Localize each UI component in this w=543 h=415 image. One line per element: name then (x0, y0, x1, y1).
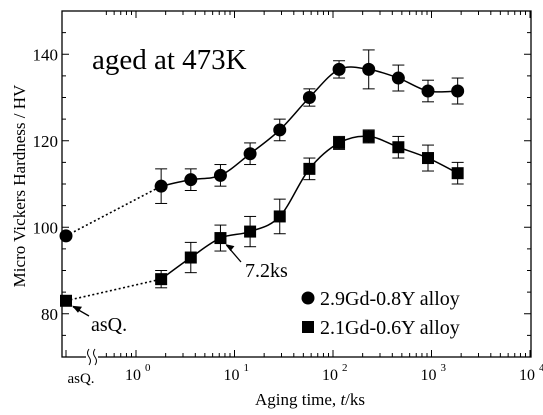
data-point (391, 71, 405, 85)
x-tick-label: 10 (421, 367, 437, 384)
data-point (421, 84, 435, 98)
annotation-7-2ks: 7.2ks (245, 260, 288, 282)
data-point (302, 91, 316, 104)
y-axis-label: Micro Vickers Hardness / HV (10, 84, 29, 287)
legend-label: 2.9Gd-0.8Y alloy (320, 288, 460, 310)
legend: 2.9Gd-0.8Y alloy 2.1Gd-0.6Y alloy (301, 288, 460, 339)
y-tick-label: 120 (33, 132, 59, 151)
asq-connector-line (65, 185, 162, 237)
data-point (273, 210, 286, 223)
x-tick-label-exponent: 3 (441, 362, 447, 374)
legend-marker-circle (301, 291, 315, 305)
data-point (273, 123, 287, 137)
x-tick-label-asq: asQ. (67, 371, 94, 387)
data-point (332, 62, 346, 76)
data-point (451, 167, 464, 180)
data-point (362, 130, 375, 143)
data-point (243, 147, 257, 161)
y-tick-label: 100 (33, 218, 59, 237)
data-point (333, 136, 346, 149)
x-tick-label: 10 (322, 367, 338, 384)
y-tick-label: 140 (33, 45, 59, 64)
data-point (184, 173, 198, 187)
axis-break-mark (87, 348, 91, 366)
annotation-asq: asQ. (91, 314, 127, 336)
x-tick-label-exponent: 1 (244, 362, 250, 374)
x-tick-label-exponent: 4 (539, 362, 543, 374)
x-tick-label-exponent: 0 (145, 362, 151, 374)
annotation-arrowhead (72, 305, 82, 313)
x-axis-label: Aging time, t/ks (255, 390, 365, 409)
data-point-asq (60, 294, 72, 307)
axis-break-gap (86, 350, 98, 364)
data-point (244, 225, 257, 238)
data-point (303, 162, 316, 175)
x-tick-label-exponent: 2 (342, 362, 348, 374)
data-point (362, 62, 376, 76)
series-squares (60, 129, 464, 307)
data-point (451, 84, 465, 98)
annotation-arrowhead (225, 244, 235, 252)
data-point (392, 141, 405, 154)
x-tick-label: 10 (125, 367, 141, 384)
data-point (154, 179, 168, 193)
series-circles (59, 49, 465, 243)
x-tick-label: 10 (519, 367, 535, 384)
asq-connector-line (65, 278, 162, 302)
data-point-asq (59, 229, 73, 243)
data-point (184, 251, 197, 264)
data-point (155, 273, 168, 286)
data-point (422, 152, 435, 165)
y-tick-label: 80 (41, 305, 58, 324)
data-point (213, 168, 227, 182)
data-point (214, 232, 227, 245)
legend-label: 2.1Gd-0.6Y alloy (320, 317, 460, 339)
chart-title: aged at 473K (92, 44, 247, 76)
legend-marker-square (302, 321, 314, 333)
x-tick-label: 10 (224, 367, 240, 384)
axis-break-mark (93, 348, 97, 366)
